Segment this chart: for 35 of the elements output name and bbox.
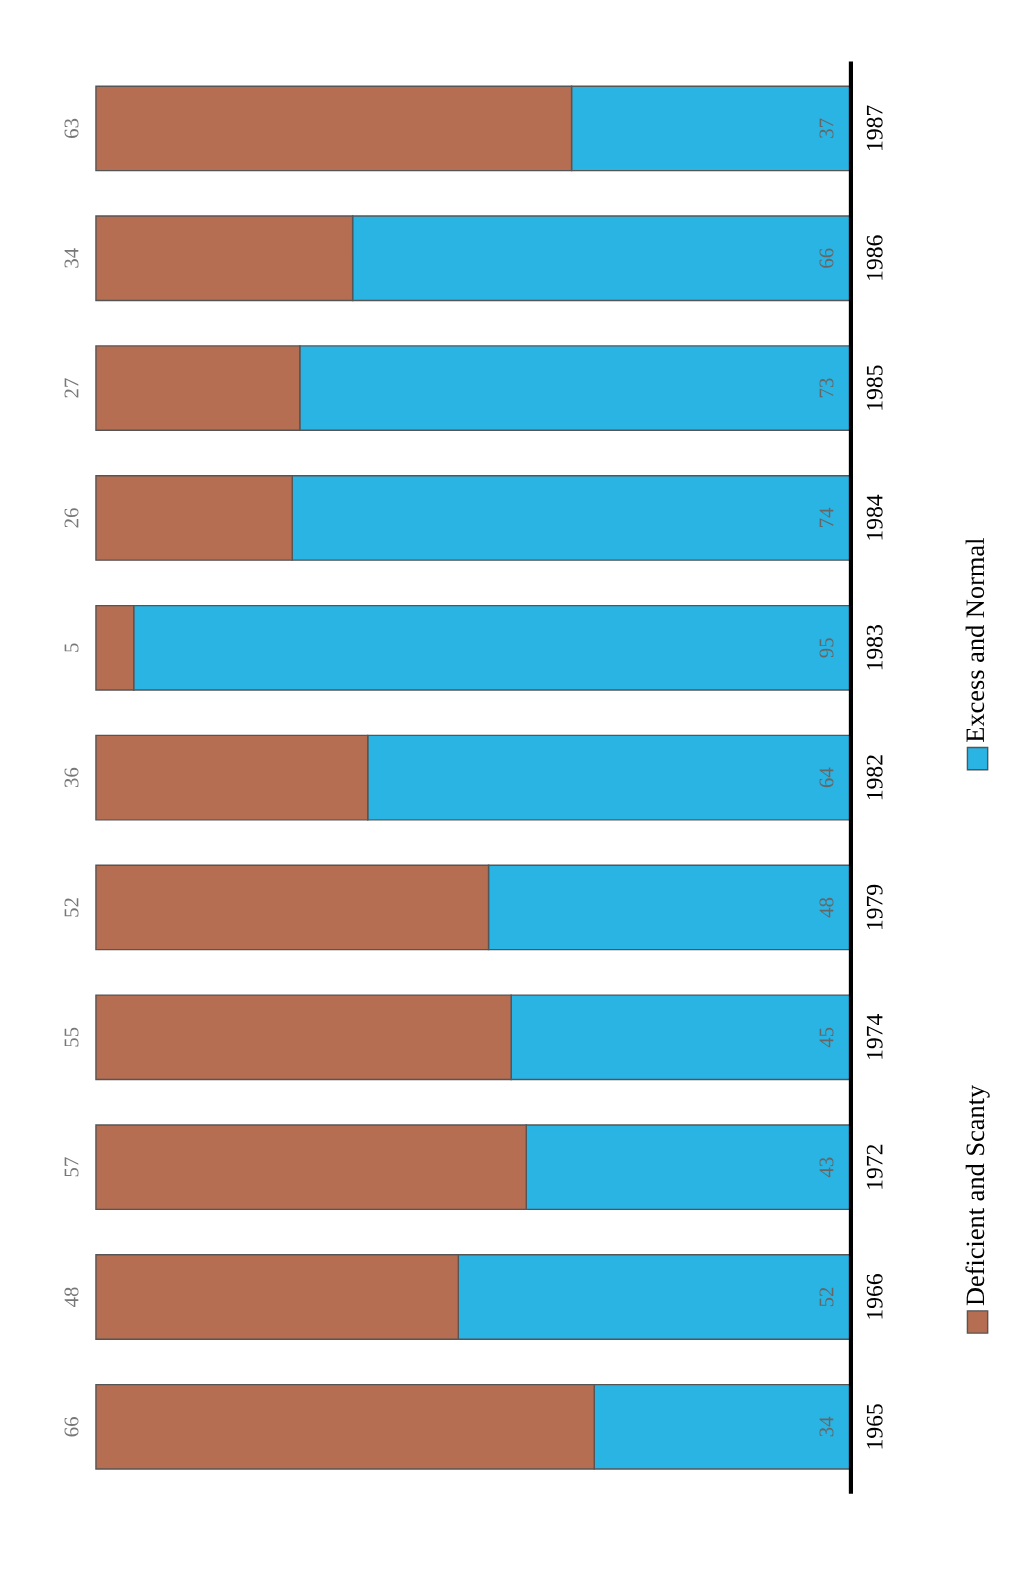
y-tick-label: 1979	[866, 884, 883, 930]
data-label: 73	[819, 378, 834, 398]
data-label: 48	[64, 1287, 79, 1308]
data-label: 34	[64, 248, 79, 268]
data-label: 5	[64, 643, 79, 652]
data-label: 63	[64, 118, 79, 138]
y-tick-label: 1983	[866, 625, 883, 670]
data-label: 52	[819, 1287, 834, 1307]
data-label: 55	[64, 1027, 79, 1047]
y-tick-label: 1972	[866, 1144, 883, 1189]
y-tick-label: 1987	[866, 105, 883, 150]
data-label: 34	[819, 1416, 834, 1437]
y-tick-label: 1966	[866, 1274, 883, 1319]
data-label: 45	[819, 1027, 834, 1048]
data-label: 37	[819, 118, 834, 138]
data-label: 57	[64, 1157, 79, 1177]
data-label: 36	[64, 767, 79, 788]
data-label: 95	[819, 638, 834, 658]
data-label: 48	[819, 897, 834, 918]
data-label: 27	[64, 378, 79, 398]
y-tick-label: 1982	[866, 755, 883, 800]
data-label: 26	[64, 508, 79, 528]
data-label: 64	[819, 767, 834, 788]
data-label: 43	[819, 1157, 834, 1178]
text: Deficient and Scanty	[965, 1084, 990, 1306]
data-label: 52	[64, 898, 79, 917]
data-label: 66	[64, 1417, 79, 1437]
text: Excess and Normal	[965, 538, 985, 742]
y-tick-label: 1965	[866, 1404, 883, 1449]
data-label: 74	[819, 507, 834, 527]
y-tick-label: 1986	[866, 235, 883, 280]
data-label: 66	[819, 248, 834, 268]
y-tick-label: 1974	[866, 1014, 883, 1059]
y-tick-label: 1985	[866, 365, 883, 410]
y-tick-label: 1984	[866, 494, 883, 540]
